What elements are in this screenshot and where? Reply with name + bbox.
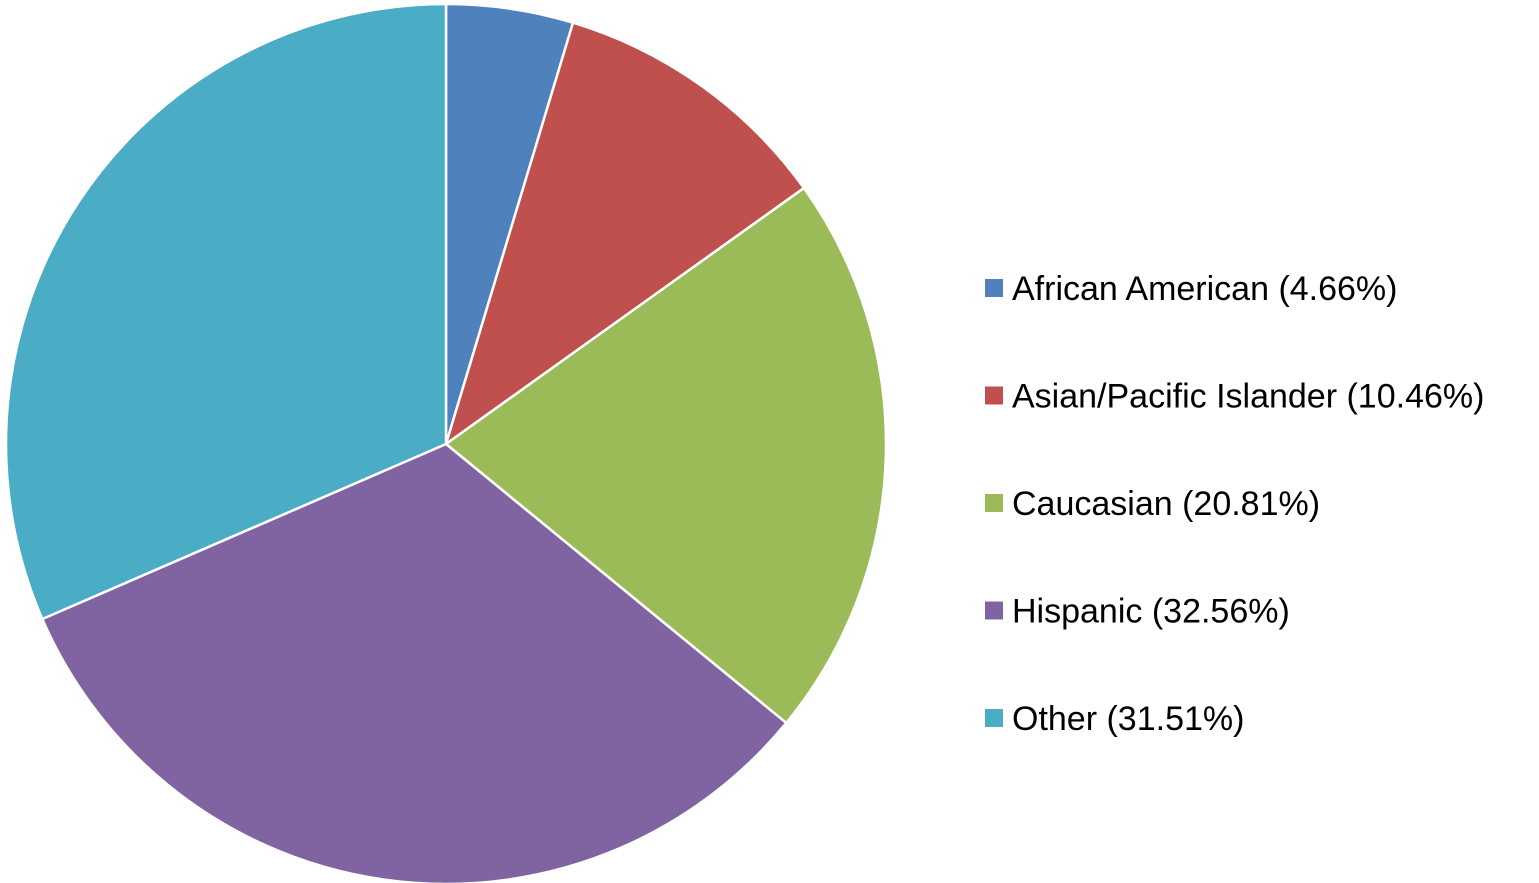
legend-label: Hispanic (32.56%) (1012, 593, 1290, 631)
legend-label: Other (31.51%) (1012, 700, 1244, 738)
legend-item-caucasian: Caucasian (20.81%) (985, 485, 1320, 523)
legend-item-african-american: African American (4.66%) (985, 270, 1398, 308)
legend-label: Caucasian (20.81%) (1012, 485, 1320, 523)
legend: African American (4.66%) Asian/Pacific Is… (985, 270, 1484, 738)
legend-swatch (985, 279, 1003, 297)
pie-slice-caucasian (444, 186, 888, 725)
legend-item-other: Other (31.51%) (985, 700, 1244, 738)
pie-slices (4, 2, 888, 883)
legend-item-asian-pacific-islander: Asian/Pacific Islander (10.46%) (985, 378, 1484, 416)
pie-slice-hispanic (41, 442, 788, 883)
legend-swatch (985, 601, 1003, 620)
legend-label: Asian/Pacific Islander (10.46%) (1012, 378, 1484, 416)
legend-label: African American (4.66%) (1012, 270, 1398, 308)
pie-slice-asian-pacific-islander (444, 21, 806, 446)
legend-item-hispanic: Hispanic (32.56%) (985, 593, 1290, 631)
legend-swatch (985, 386, 1003, 405)
legend-swatch (985, 709, 1003, 727)
legend-swatch (985, 494, 1003, 512)
pie-slice-other (4, 2, 448, 621)
